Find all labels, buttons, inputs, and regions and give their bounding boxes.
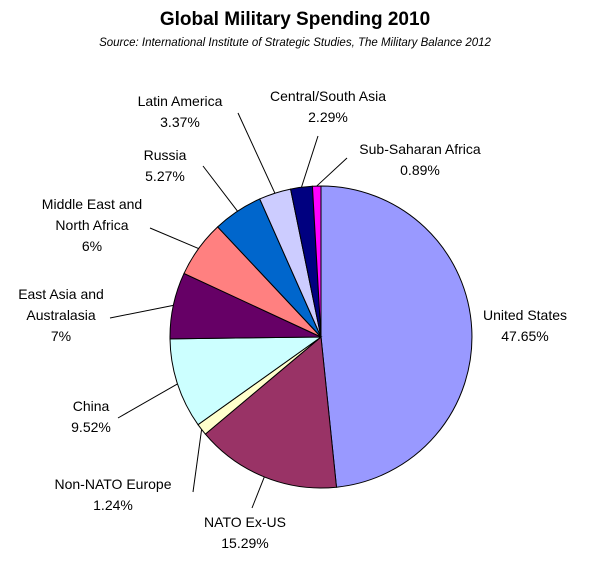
data-label: United States 47.65%	[483, 307, 567, 344]
pie-slice-united-states	[320, 185, 473, 488]
chart-subtitle: Source: International Institute of Strat…	[99, 37, 491, 49]
pie-slice-nato-ex-us	[204, 336, 338, 489]
chart-title: Global Military Spending 2010	[159, 9, 431, 30]
data-label: Middle East and North Africa 6%	[42, 196, 142, 254]
data-label: NATO Ex-US 15.29%	[204, 514, 286, 551]
data-label: China 9.52%	[71, 398, 111, 435]
leader-line	[300, 135, 319, 188]
leader-line	[202, 165, 238, 212]
pie-slice-sub-saharan-africa	[311, 185, 322, 338]
pie-labels: United States 47.65% NATO Ex-US 15.29% Non-N…	[18, 88, 567, 551]
data-label: East Asia and Australasia 7%	[18, 286, 104, 344]
pie-slices	[169, 185, 473, 489]
data-label: Central/South Asia 2.29%	[270, 88, 386, 125]
leader-line	[192, 429, 203, 493]
data-label: Sub-Saharan Africa 0.89%	[359, 141, 481, 178]
leader-line	[251, 476, 265, 509]
data-label: Latin America 3.37%	[138, 93, 223, 130]
leader-line	[316, 157, 348, 187]
leader-line	[109, 304, 174, 319]
pie-slice-china	[169, 336, 323, 426]
data-label: Russia 5.27%	[144, 147, 187, 184]
data-label: Non-NATO Europe 1.24%	[55, 476, 172, 513]
leader-line	[149, 227, 199, 250]
leader-line	[237, 112, 276, 194]
leader-line	[117, 383, 178, 419]
